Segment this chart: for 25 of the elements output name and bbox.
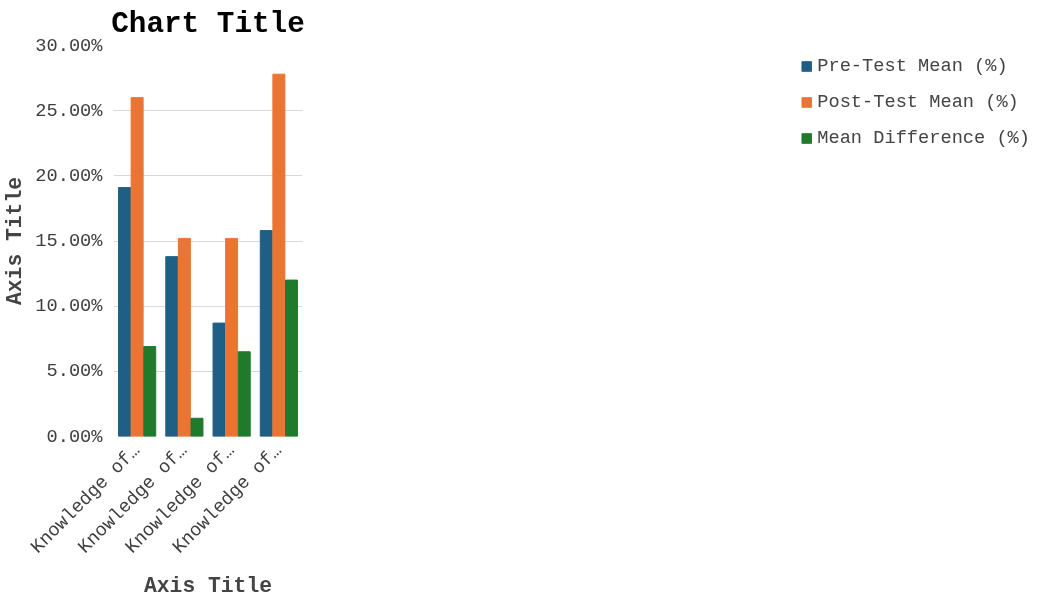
legend-label: Post-Test Mean (%) [817, 91, 1019, 113]
bar [165, 256, 179, 437]
bar [118, 187, 132, 437]
bar [284, 279, 298, 437]
y-tick-label: 20.00% [35, 164, 104, 187]
chart-title: Chart Title [111, 7, 305, 41]
y-axis-title: Axis Title [3, 176, 28, 305]
bar [143, 346, 157, 437]
bar [225, 237, 239, 437]
legend-label: Pre-Test Mean (%) [817, 55, 1008, 77]
y-tick-label: 10.00% [35, 295, 104, 318]
bar [130, 97, 144, 437]
legend-label: Mean Difference (%) [817, 127, 1030, 149]
bar [237, 351, 251, 437]
y-tick-label: 0.00% [46, 425, 104, 448]
bar [212, 322, 226, 437]
y-tick-label: 15.00% [35, 230, 104, 252]
y-tick-label: 5.00% [46, 360, 104, 383]
y-tick-label: 30.00% [35, 34, 104, 57]
y-tick-label: 25.00% [35, 99, 104, 122]
bar [177, 237, 191, 437]
bar [259, 230, 273, 437]
bar [272, 73, 286, 437]
bar [190, 417, 204, 437]
x-axis-title: Axis Title [144, 573, 273, 598]
